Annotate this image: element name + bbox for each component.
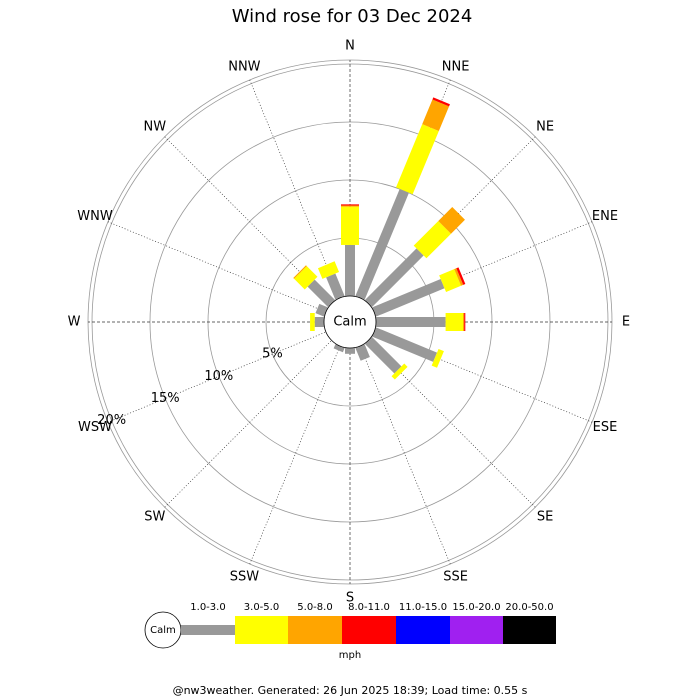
direction-label: S [346,591,354,606]
bar-segment [341,206,359,245]
bar-segment [456,267,466,285]
bar-segment [341,205,359,207]
direction-label: W [68,315,81,330]
direction-label: NW [144,119,167,134]
legend-label: 15.0-20.0 [452,602,500,613]
legend-swatch [235,616,288,644]
ring-label: 20% [97,413,126,428]
direction-label: ESE [593,420,618,435]
direction-label: N [345,39,355,54]
legend-label: 3.0-5.0 [244,602,279,613]
direction-label: SSE [443,569,468,584]
bar-segment [445,313,463,331]
bar-segment [432,97,450,107]
bar-segment [464,313,466,331]
bar-segment [293,265,307,279]
bar-segment [372,327,438,362]
direction-label: SE [537,510,553,525]
legend-label: 1.0-3.0 [190,602,225,613]
legend-swatch [181,625,235,635]
bar-segment [454,268,464,286]
ring-label: 10% [204,369,233,384]
direction-label: ENE [592,209,618,224]
bar-segment [333,344,345,353]
footer: @nw3weather. Generated: 26 Jun 2025 18:3… [173,684,528,697]
legend-label: 5.0-8.0 [297,602,332,613]
bar-segment [438,207,465,234]
bar-segment [355,188,409,300]
units-label: mph [339,650,361,661]
bar-segment [439,269,462,292]
ring-label: 15% [151,391,180,406]
calm-label: Calm [333,315,366,330]
legend-swatch [396,616,450,644]
ring-label: 5% [262,347,283,362]
legend-swatch [503,616,556,644]
bar-segment [376,317,446,327]
legend-label: 8.0-11.0 [348,602,390,613]
legend-calm-label: Calm [150,625,176,636]
bar-segment [391,363,408,380]
direction-label: NNW [228,60,260,75]
bar-segment [364,336,402,374]
chart-title: Wind rose for 03 Dec 2024 [232,6,473,27]
bar-segment [355,344,370,361]
bar-segment [315,303,328,317]
bar-segment [326,273,345,300]
bar-segment [345,348,355,354]
bar-segment [463,313,465,331]
legend-swatch [450,616,503,644]
bar-segment [422,99,450,132]
bar-segment [345,244,355,296]
bar-segment [396,124,439,195]
bar-segment [307,279,336,308]
direction-label: NNE [442,60,470,75]
direction-label: SSW [230,569,260,584]
direction-label: E [622,315,630,330]
bar-segment [431,348,444,368]
bar-segment [364,248,424,308]
calm-circle [323,295,377,349]
legend-swatch [342,616,396,644]
bar-segment [294,266,318,290]
legend-label: 20.0-50.0 [505,602,553,613]
direction-label: NE [536,119,554,134]
bar-segment [413,220,452,259]
bar-segment [317,261,340,279]
direction-label: WSW [78,420,112,435]
bar-segment [341,204,359,206]
bar-segment [372,279,445,317]
direction-label: WNW [77,209,113,224]
direction-label: SW [144,510,165,525]
legend-label: 11.0-15.0 [399,602,447,613]
bar-segment [310,313,315,331]
legend-swatch [288,616,342,644]
bar-segment [314,317,325,327]
